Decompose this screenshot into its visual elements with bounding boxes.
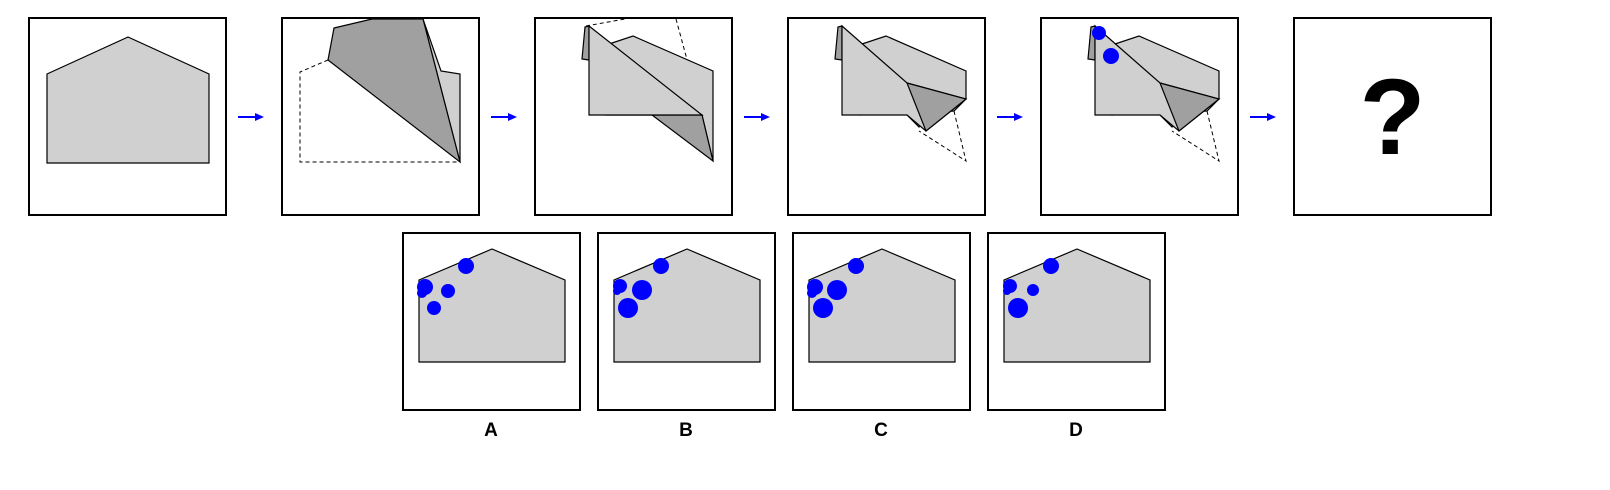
fold-step-5-punched	[1087, 24, 1221, 163]
step-2-panel	[281, 17, 480, 216]
arrow-icon	[1250, 113, 1276, 121]
hole	[458, 258, 474, 274]
hole	[1003, 287, 1011, 295]
hole	[827, 280, 847, 300]
hole	[813, 298, 833, 318]
punched-hole	[1103, 48, 1119, 64]
paper-unfolded	[46, 36, 210, 164]
arrow-icon	[491, 113, 517, 121]
hole	[848, 258, 864, 274]
option-b-figure	[613, 248, 761, 363]
arrow-icon	[744, 113, 770, 121]
option-d-panel[interactable]	[987, 232, 1166, 411]
hole	[653, 258, 669, 274]
option-a-panel[interactable]	[402, 232, 581, 411]
hole	[441, 284, 455, 298]
option-c-panel[interactable]	[792, 232, 971, 411]
step-5-panel	[1040, 17, 1239, 216]
arrow-icon	[997, 113, 1023, 121]
option-a-figure	[417, 248, 566, 363]
question-mark: ?	[1359, 56, 1426, 177]
option-d-label: D	[1069, 420, 1083, 441]
step-4-panel	[787, 17, 986, 216]
punched-hole	[1092, 26, 1106, 40]
option-b-label: B	[679, 420, 693, 441]
option-c-figure	[807, 248, 956, 363]
arrow-icon	[238, 113, 264, 121]
hole	[1043, 258, 1059, 274]
hole	[613, 287, 621, 295]
step-1-panel	[28, 17, 227, 216]
hole	[1008, 298, 1028, 318]
hole	[618, 298, 638, 318]
hole	[417, 288, 427, 298]
hole	[807, 288, 817, 298]
option-c-label: C	[874, 420, 888, 441]
fold-step-4	[834, 24, 968, 163]
step-3-panel	[534, 17, 733, 216]
option-b-panel[interactable]	[597, 232, 776, 411]
question-panel: ?	[1293, 17, 1492, 216]
option-a-label: A	[484, 420, 498, 441]
option-d-figure	[1003, 248, 1151, 363]
fold-step-2	[299, 19, 462, 164]
fold-step-3	[581, 19, 714, 163]
hole	[1027, 284, 1039, 296]
hole	[427, 301, 441, 315]
hole	[632, 280, 652, 300]
